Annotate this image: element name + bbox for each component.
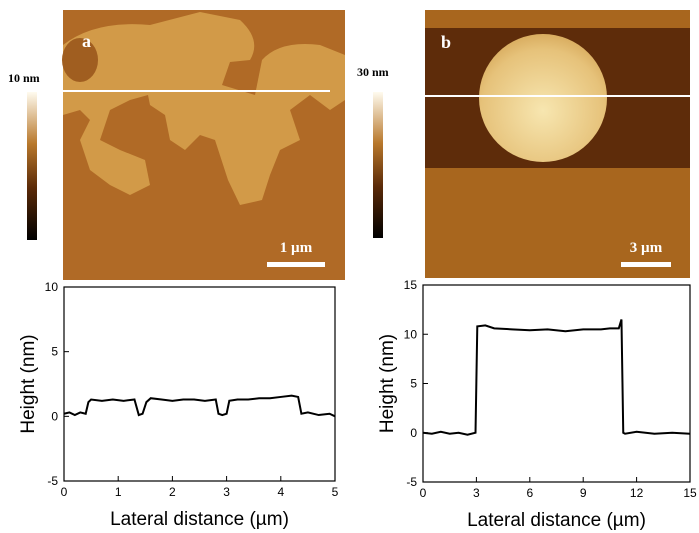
x-tick-label: 3 xyxy=(223,485,230,499)
colorbar-label: 10 nm xyxy=(8,71,40,85)
colorbar-label: 30 nm xyxy=(357,65,389,79)
y-tick-label: 10 xyxy=(45,280,59,294)
x-tick-label: 9 xyxy=(580,486,587,500)
y-tick-label: 5 xyxy=(410,377,417,391)
x-tick-label: 15 xyxy=(683,486,697,500)
scale-bar-label: 1 µm xyxy=(280,240,313,256)
x-axis-label: Lateral distance (µm) xyxy=(110,509,289,530)
profile-line xyxy=(63,394,336,418)
x-tick-label: 3 xyxy=(473,486,480,500)
colorbar xyxy=(373,92,383,238)
y-tick-label: 10 xyxy=(404,327,418,341)
y-axis-label: Height (nm) xyxy=(377,334,398,433)
afm-image-a: a 1 µm xyxy=(62,10,345,280)
x-tick-label: 0 xyxy=(420,486,427,500)
x-axis-label: Lateral distance (µm) xyxy=(467,510,646,531)
y-tick-label: -5 xyxy=(47,474,58,488)
x-tick-label: 0 xyxy=(61,485,68,499)
y-tick-label: -5 xyxy=(406,475,417,489)
x-tick-label: 4 xyxy=(277,485,284,499)
scale-bar-label: 3 µm xyxy=(630,240,663,256)
x-tick-label: 5 xyxy=(332,485,339,499)
y-tick-label: 5 xyxy=(51,345,58,359)
panel-label: b xyxy=(441,32,451,52)
y-axis-label: Height (nm) xyxy=(18,334,39,433)
x-tick-label: 6 xyxy=(526,486,533,500)
colorbar xyxy=(27,92,37,240)
y-tick-label: 0 xyxy=(51,409,58,423)
x-tick-label: 2 xyxy=(169,485,176,499)
plot-frame xyxy=(422,284,691,483)
afm-image-b: b 3 µm xyxy=(425,10,690,278)
y-tick-label: 15 xyxy=(404,278,418,292)
x-tick-label: 1 xyxy=(115,485,122,499)
plot-frame xyxy=(63,286,336,482)
y-tick-label: 0 xyxy=(410,426,417,440)
profile-line xyxy=(422,319,691,436)
x-tick-label: 12 xyxy=(630,486,644,500)
panel-label: a xyxy=(82,31,91,51)
